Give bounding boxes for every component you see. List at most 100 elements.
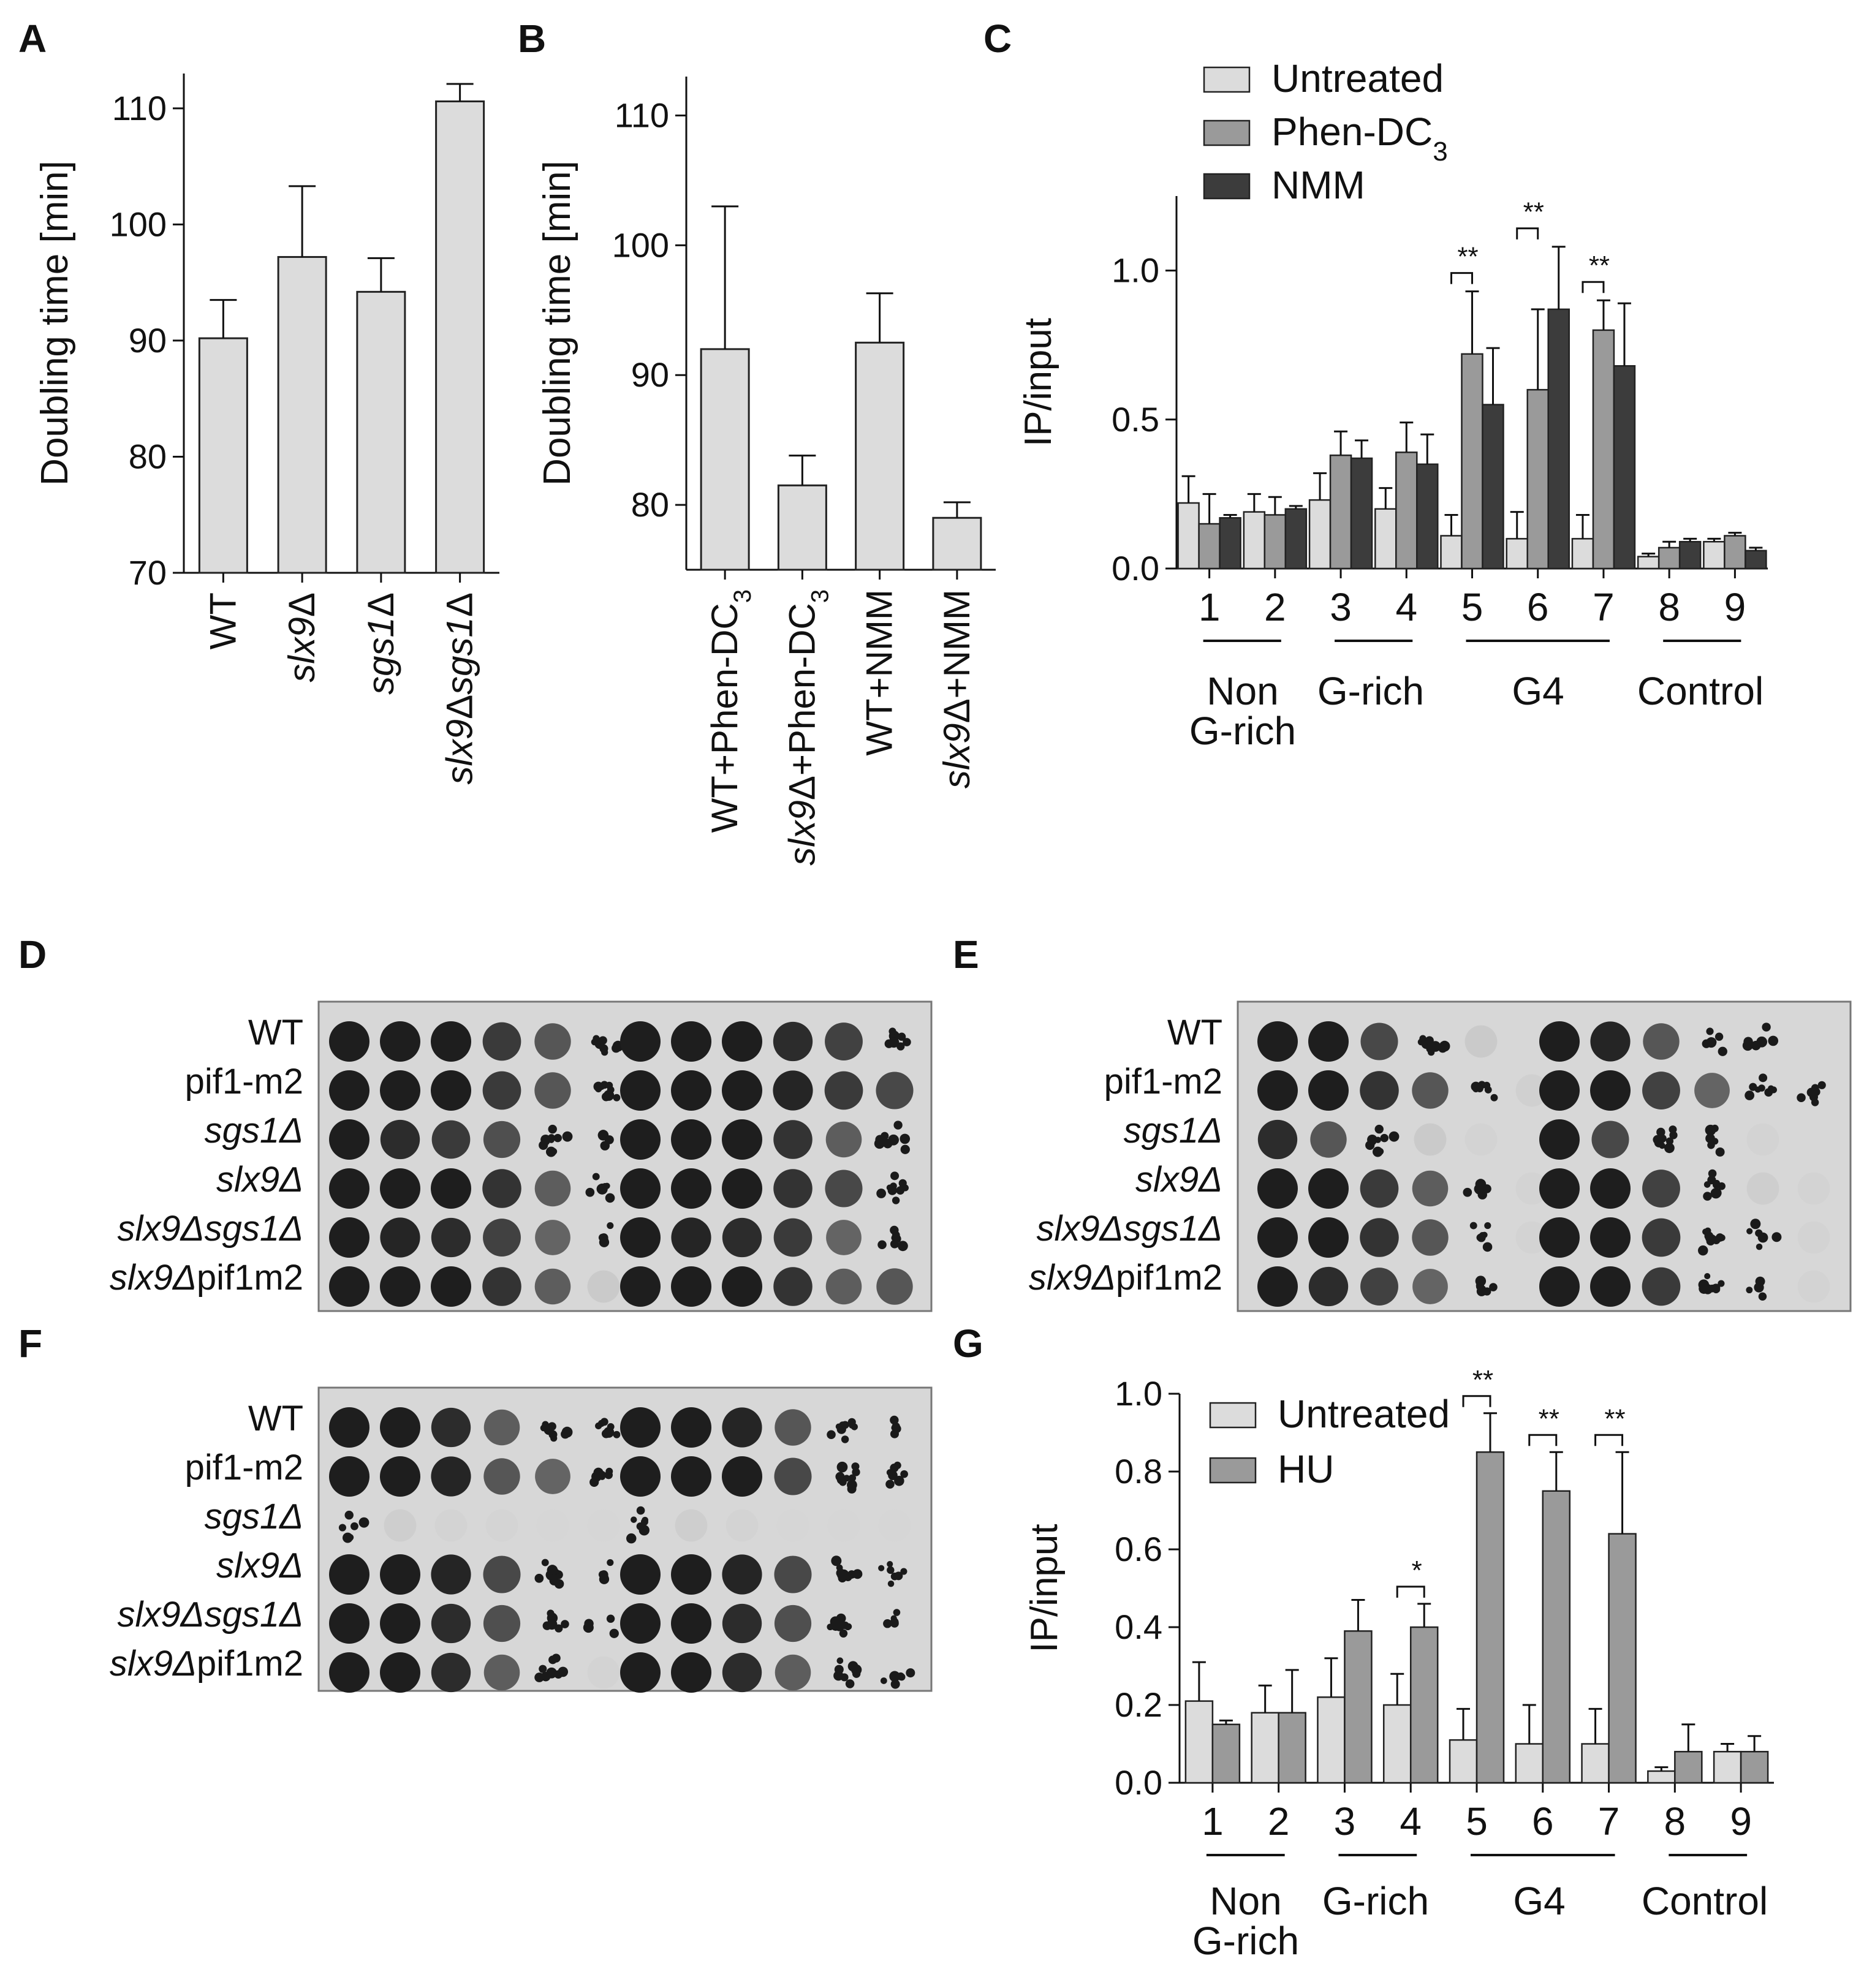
colony-dot <box>598 1036 607 1045</box>
colony-dot <box>585 1187 595 1197</box>
x-tick-label: slx9Δsgs1Δ <box>439 592 480 785</box>
colony-spot <box>722 1021 762 1062</box>
group-label-non-grich: G-rich <box>1189 709 1296 753</box>
strain-label: slx9Δpif1m2 <box>110 1644 303 1684</box>
colony-spot <box>876 1071 914 1109</box>
colony-spot <box>535 1459 570 1494</box>
colony-spot <box>482 1267 521 1306</box>
panel-label-a: A <box>18 17 47 61</box>
group-label-non: Non <box>1210 1879 1281 1923</box>
colony-dot <box>1482 1242 1493 1252</box>
colony-dot <box>602 1573 608 1580</box>
colony-dot <box>852 1569 863 1579</box>
colony-dot <box>1714 1032 1724 1041</box>
panel-label-d: D <box>18 932 47 977</box>
legend-swatch <box>1209 1457 1257 1484</box>
y-tick-label: 1.0 <box>1112 251 1159 290</box>
colony-dot <box>887 1560 893 1568</box>
colony-spot <box>431 1603 471 1644</box>
colony-spot <box>380 1407 420 1448</box>
colony-spot <box>1412 1269 1448 1304</box>
colony-spot <box>1642 1071 1680 1109</box>
group-label-g4: G4 <box>1513 1879 1565 1923</box>
bar-nmm <box>1482 404 1504 570</box>
colony-dot <box>1712 1236 1721 1244</box>
colony-dot <box>542 1421 549 1428</box>
faint-spot <box>1515 1074 1548 1107</box>
significance-label: ** <box>1457 242 1478 272</box>
colony-dot <box>342 1532 353 1543</box>
legend-label: HU <box>1278 1447 1334 1491</box>
strain-label: slx9Δsgs1Δ <box>1037 1209 1222 1249</box>
colony-dot <box>1754 1086 1761 1093</box>
strain-label: slx9Δsgs1Δ <box>118 1595 303 1635</box>
colony-dot <box>892 1232 900 1241</box>
faint-spot <box>1797 1172 1830 1205</box>
legend-swatch <box>1203 119 1251 146</box>
y-tick-label: 0.5 <box>1112 400 1159 439</box>
y-tick-label: 80 <box>129 437 167 475</box>
colony-spot <box>620 1407 661 1448</box>
chart-g-group-labels: Non G-rich G-rich G4 Control <box>1192 1879 1768 1963</box>
colony-dot <box>892 1422 900 1431</box>
colony-dot <box>1762 1022 1771 1032</box>
bar-untreated <box>1647 1770 1676 1784</box>
colony-dot <box>561 1620 569 1628</box>
strain-label: slx9Δ <box>216 1160 303 1200</box>
colony-spot <box>1539 1217 1580 1258</box>
y-tick-label: 0.0 <box>1115 1763 1162 1802</box>
colony-dot <box>592 1173 600 1181</box>
colony-dot <box>1419 1035 1426 1042</box>
colony-spot <box>671 1070 711 1111</box>
colony-spot <box>329 1217 369 1258</box>
colony-spot <box>722 1603 762 1644</box>
bar-hu <box>1278 1712 1306 1784</box>
colony-dot <box>1439 1040 1450 1052</box>
colony-dot <box>583 1622 594 1633</box>
bar-phendc <box>1395 452 1418 570</box>
colony-dot <box>848 1474 857 1482</box>
panel-label-b: B <box>518 17 546 61</box>
colony-dot <box>900 1144 910 1154</box>
bar-nmm <box>1219 517 1241 570</box>
significance-label: ** <box>1539 1404 1559 1434</box>
colony-spot <box>671 1168 711 1209</box>
x-tick-label: 6 <box>1532 1799 1554 1843</box>
colony-dot <box>607 1423 615 1431</box>
colony-spot <box>1539 1266 1580 1307</box>
colony-dot <box>894 1571 903 1581</box>
colony-dot <box>1475 1276 1487 1287</box>
bar-untreated <box>1317 1696 1346 1784</box>
colony-spot <box>380 1603 420 1644</box>
colony-spot <box>534 1072 571 1109</box>
x-tick-label: WT+Phen-DC3 <box>704 589 756 833</box>
x-tick-label: 6 <box>1527 585 1549 629</box>
colony-spot <box>482 1169 521 1208</box>
colony-dot <box>1809 1092 1818 1102</box>
panel-label-g: G <box>953 1321 983 1366</box>
colony-dot <box>1705 1133 1715 1144</box>
colony-spot <box>1539 1168 1580 1209</box>
colony-dot <box>542 1621 551 1630</box>
colony-dot <box>539 1665 547 1673</box>
colony-dot <box>836 1461 848 1473</box>
colony-spot <box>722 1119 762 1160</box>
bar-untreated <box>1251 1712 1279 1784</box>
colony-spot <box>620 1217 661 1258</box>
bar-untreated <box>1308 499 1332 570</box>
y-tick-label: 0.6 <box>1115 1530 1162 1568</box>
colony-dot <box>1474 1184 1484 1194</box>
faint-spot <box>1746 1172 1779 1205</box>
bar-hu <box>1674 1750 1703 1784</box>
colony-dot <box>547 1422 556 1431</box>
colony-spot <box>380 1456 420 1497</box>
colony-spot <box>825 1121 862 1158</box>
colony-dot <box>1697 1245 1708 1256</box>
colony-dot <box>554 1670 563 1679</box>
colony-dot <box>542 1138 550 1146</box>
panel-label-c: C <box>983 17 1012 61</box>
bar-hu <box>1211 1723 1241 1784</box>
colony-dot <box>883 1619 892 1628</box>
colony-dot <box>1476 1085 1483 1092</box>
